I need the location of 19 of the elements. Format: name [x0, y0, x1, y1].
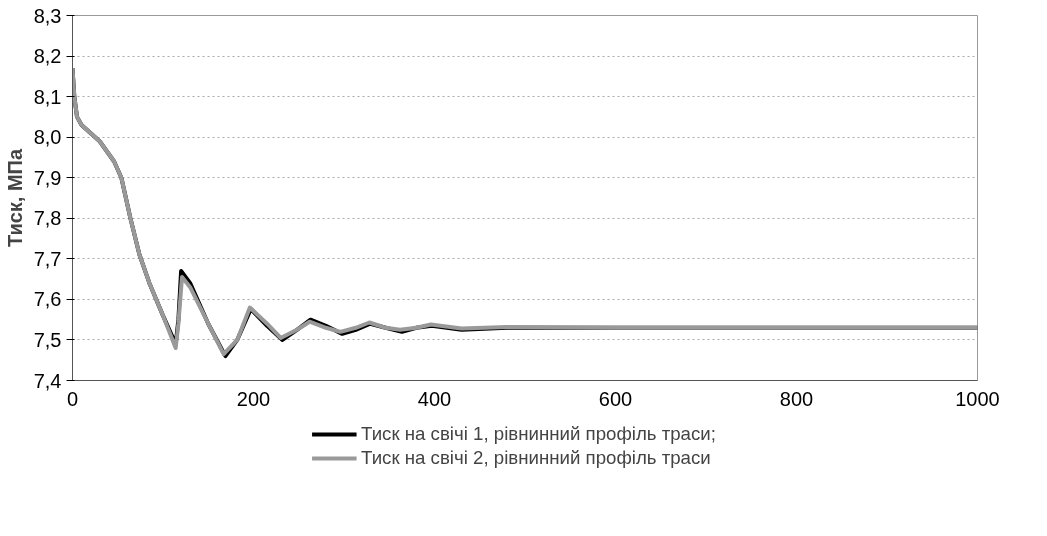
x-tick-label: 0 [66, 387, 79, 410]
y-tick-label: 7,7 [33, 247, 62, 270]
y-tick-label: 8,2 [33, 45, 62, 68]
y-tick-label: 7,9 [33, 166, 62, 189]
x-tick-label: 400 [417, 387, 452, 410]
x-tick-label: 200 [236, 387, 271, 410]
legend-label: Тиск на свічі 2, рівнинний профіль траси [361, 446, 711, 469]
x-tick-label: 600 [598, 387, 633, 410]
y-tick-label: 7,6 [33, 288, 62, 311]
y-tick-label: 8,3 [33, 4, 62, 27]
x-tick-label: 800 [779, 387, 814, 410]
y-tick-label: 8,0 [33, 126, 62, 149]
y-axis-title: Тиск, МПа [3, 148, 26, 248]
y-tick-label: 8,1 [33, 85, 62, 108]
x-tick-label: 1000 [955, 387, 1000, 410]
y-tick-label: 7,4 [33, 369, 62, 392]
legend-label: Тиск на свічі 1, рівнинний профіль траси; [361, 422, 716, 445]
y-tick-label: 7,5 [33, 328, 62, 351]
y-tick-label: 7,8 [33, 207, 62, 230]
